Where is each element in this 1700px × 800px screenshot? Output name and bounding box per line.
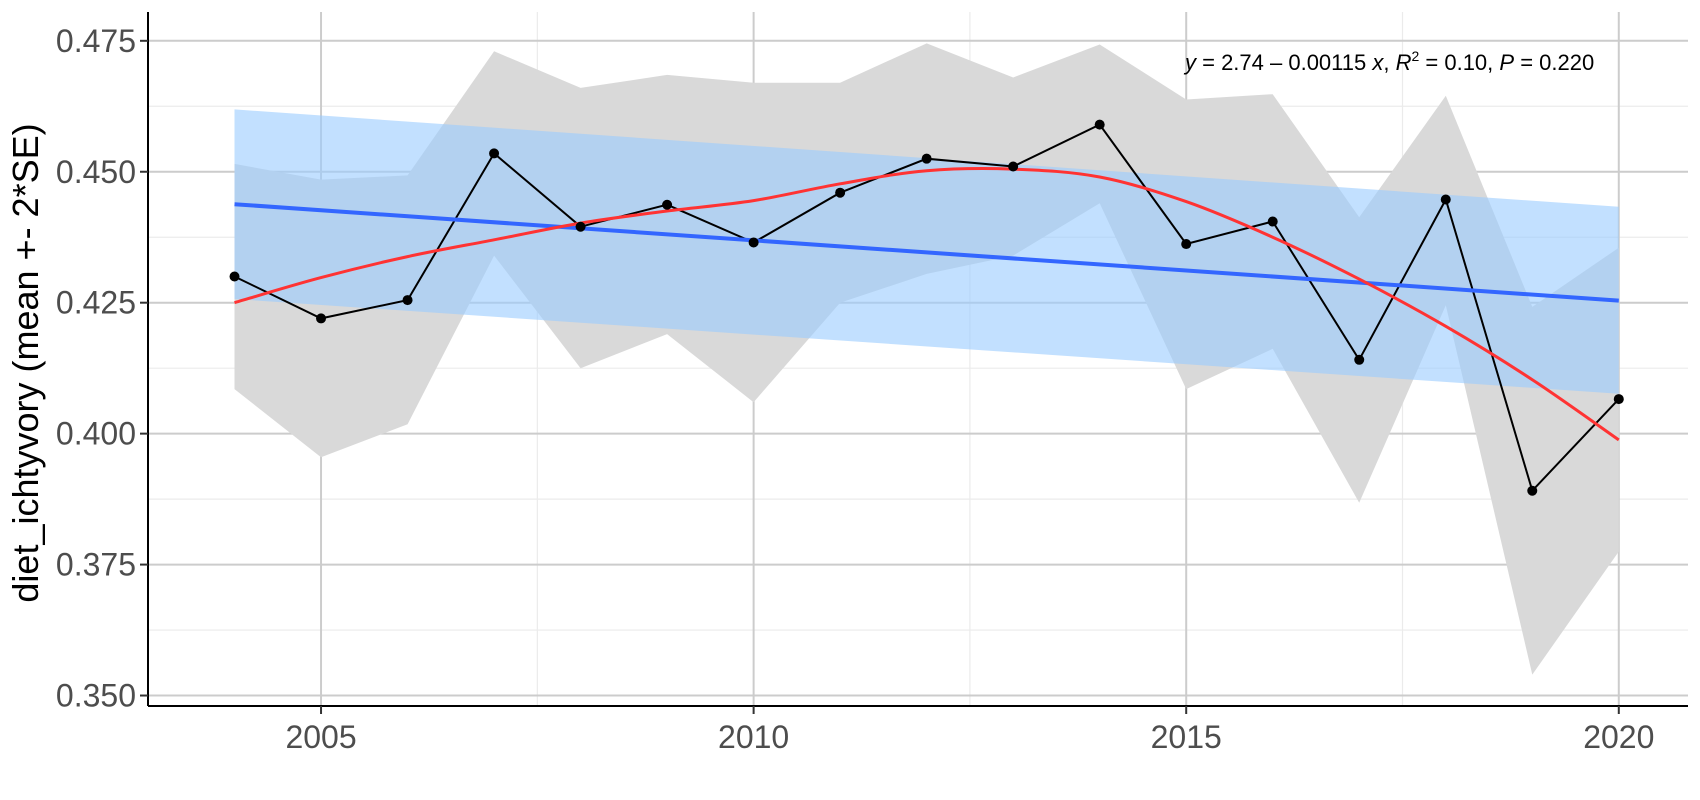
smooth-trend-line xyxy=(234,167,1620,442)
data-point xyxy=(921,153,932,164)
y-tick-label: 0.425 xyxy=(56,285,136,321)
data-point xyxy=(1008,161,1019,172)
tick-labels: 0.350 0.375 0.400 0.425 0.450 0.475 2005 2010 20… xyxy=(56,23,1654,755)
y-tick-label: 0.375 xyxy=(56,547,136,583)
y-axis-title: diet_ichtyvory (mean +- 2*SE) xyxy=(5,123,46,602)
data-point xyxy=(662,199,673,210)
x-tick-label: 2020 xyxy=(1583,719,1654,755)
data-point xyxy=(835,187,846,198)
axes xyxy=(140,12,1688,714)
data-point xyxy=(229,271,240,282)
data-point xyxy=(748,237,759,248)
regression-annotation: y = 2.74 – 0.00115 x, R2 = 0.10, P = 0.2… xyxy=(1183,48,1594,75)
data-point xyxy=(1267,216,1278,227)
data-point xyxy=(489,148,500,159)
data-point xyxy=(1527,485,1538,496)
data-point xyxy=(1440,194,1451,205)
x-tick-label: 2010 xyxy=(718,719,789,755)
data-point xyxy=(1181,239,1192,250)
data-point xyxy=(1354,354,1365,365)
y-tick-label: 0.350 xyxy=(56,678,136,714)
data-point xyxy=(1094,119,1105,130)
y-tick-label: 0.475 xyxy=(56,23,136,59)
y-tick-label: 0.400 xyxy=(56,416,136,452)
data-points xyxy=(229,119,1624,496)
y-tick-label: 0.450 xyxy=(56,154,136,190)
data-point xyxy=(1613,394,1624,405)
x-tick-label: 2015 xyxy=(1151,719,1222,755)
x-tick-label: 2005 xyxy=(285,719,356,755)
data-point xyxy=(575,221,586,232)
data-point xyxy=(402,295,413,306)
linear-fit-line xyxy=(234,202,1619,303)
data-point xyxy=(316,313,327,324)
